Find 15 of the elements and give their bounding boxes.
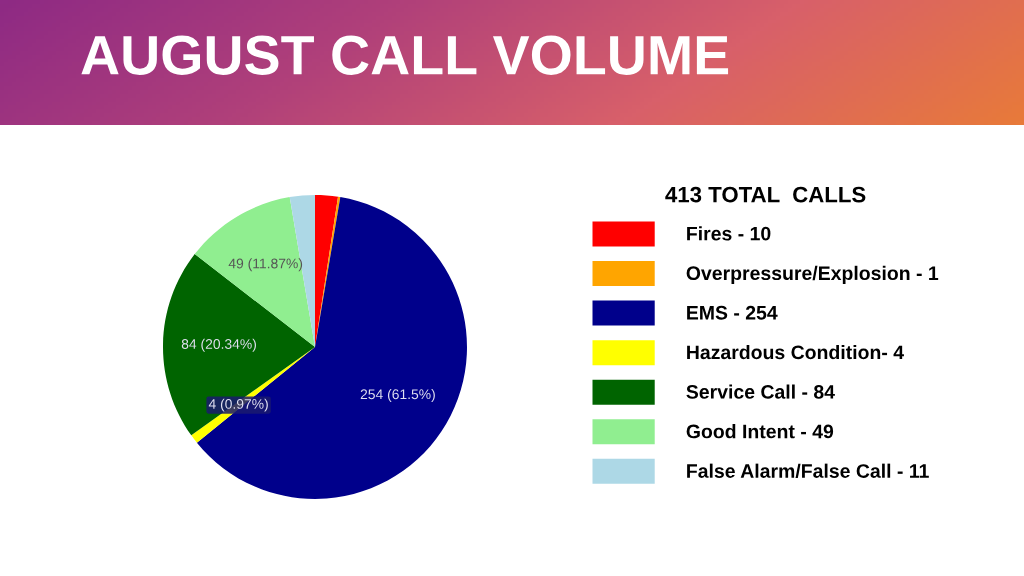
pie-slice (196, 197, 467, 499)
legend-label: Good Intent - 49 (686, 424, 834, 439)
legend-title: 413 TOTAL CALLS (665, 186, 866, 203)
data-label: 254 (61.5%) (360, 388, 435, 402)
legend-label: Service Call - 84 (686, 384, 835, 399)
legend-label: False Alarm/False Call - 11 (687, 463, 929, 479)
legend-label: Fires - 10 (687, 226, 771, 241)
legend-label: EMS - 254 (687, 305, 778, 320)
legend-label: Hazardous Condition- 4 (687, 344, 904, 360)
chart-title: AUGUST CALL VOLUME (81, 35, 729, 75)
data-label: 49 (11.87%) (228, 258, 303, 272)
pie-slice (163, 254, 315, 436)
data-label: 84 (20.34%) (181, 338, 256, 352)
data-label: 4 (0.97%) (208, 398, 268, 412)
legend-label: Overpressure/Explosion - 1 (686, 265, 939, 284)
